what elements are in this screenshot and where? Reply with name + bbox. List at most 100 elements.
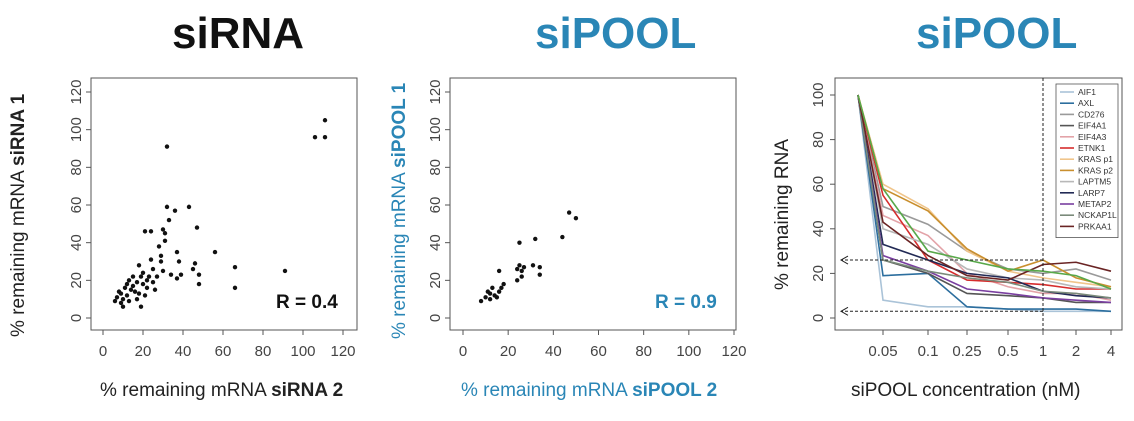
legend-label: AIF1	[1078, 87, 1096, 97]
legend-box	[1055, 83, 1119, 239]
scatter-point	[515, 266, 520, 272]
scatter-point	[126, 278, 132, 283]
scatter-point	[186, 204, 192, 210]
scatter-point	[232, 264, 238, 270]
scatter-point	[160, 227, 166, 232]
y-tick-label: 40	[427, 234, 444, 251]
y-tick-label: 120	[68, 79, 85, 104]
legend-label: CD276	[1078, 109, 1105, 119]
line-chart-concentration: 0 20 40 60 80 100 0.05 0.1 0.25 0.5 1 2 4 AIF1AXLCD27…	[810, 77, 1123, 360]
legend-label: KRAS p1	[1078, 154, 1113, 164]
y-tick-label: 80	[68, 159, 85, 176]
scatter-point	[494, 295, 500, 300]
y-tick-label: 40	[810, 220, 827, 237]
scatter-point	[499, 285, 504, 291]
x-tick-label: 0	[99, 343, 107, 360]
correlation-label: R = 0.4	[276, 292, 338, 313]
scatter-point	[122, 285, 128, 291]
correlation-label: R = 0.9	[655, 292, 717, 313]
x-tick-label: 0.1	[918, 343, 939, 360]
scatter-point	[144, 278, 150, 283]
scatter-point	[142, 293, 148, 298]
y-tick-label: 80	[427, 159, 444, 176]
x-tick-label: 80	[255, 343, 272, 360]
x-axis-label-concentration-text: siPOOL concentration (nM)	[851, 380, 1081, 401]
x-tick-label: 0.5	[998, 343, 1019, 360]
x-axis-label-sipool: % remaining mRNA siPOOL 2	[461, 380, 717, 402]
scatter-point	[517, 240, 522, 245]
x-tick-label: 20	[500, 343, 517, 360]
series-line	[857, 94, 1112, 281]
x-tick-label: 0.05	[868, 343, 897, 360]
series-line	[857, 94, 1112, 304]
scatter-point	[573, 215, 579, 221]
y-tick-label: 60	[427, 197, 444, 214]
scatter-point	[148, 257, 154, 262]
scatter-point	[537, 264, 542, 270]
scatter-point	[146, 274, 152, 279]
scatter-point	[478, 298, 484, 304]
x-tick-label: 120	[330, 343, 355, 360]
scatter-point	[148, 229, 154, 234]
scatter-point	[496, 268, 502, 274]
scatter-point	[196, 281, 202, 287]
series-line	[857, 94, 1112, 313]
x-axis-label-sipool-prefix: % remaining mRNA	[461, 380, 633, 401]
y-tick-label: 20	[810, 265, 827, 282]
scatter-point	[158, 259, 164, 264]
scatter-point	[140, 281, 146, 287]
scatter-point	[312, 135, 318, 140]
scatter-point	[282, 268, 288, 274]
scatter-point	[162, 238, 168, 243]
title-sipool-scatter: siPOOL	[535, 9, 697, 58]
x-tick-label: 100	[290, 343, 315, 360]
scatter-point	[114, 295, 120, 300]
legend-label: KRAS p2	[1078, 165, 1113, 175]
legend-label: LAPTM5	[1078, 177, 1111, 187]
scatter-point	[487, 291, 493, 296]
legend-label: NCKAP1L	[1078, 210, 1117, 220]
scatter-point	[134, 296, 140, 302]
y-tick-label: 100	[810, 82, 827, 107]
scatter-point	[138, 304, 144, 309]
x-tick-label: 40	[175, 343, 192, 360]
legend-label: ETNK1	[1078, 143, 1106, 153]
series-line	[857, 94, 1112, 288]
scatter-point	[134, 280, 140, 285]
scatter-point	[112, 298, 118, 304]
scatter-point	[136, 263, 142, 268]
x-tick-label: 100	[676, 343, 701, 360]
scatter-point	[142, 229, 148, 234]
scatter-point	[156, 244, 162, 249]
scatter-point	[120, 296, 126, 302]
scatter-point	[174, 249, 180, 255]
legend-label: LARP7	[1078, 188, 1105, 198]
y-tick-label: 100	[68, 117, 85, 142]
scatter-point	[174, 276, 180, 281]
scatter-point	[521, 264, 527, 270]
scatter-point	[160, 268, 166, 274]
scatter-point	[128, 287, 134, 292]
scatter-point	[519, 268, 524, 274]
x-tick-label: 0	[459, 343, 467, 360]
x-tick-label: 80	[635, 343, 652, 360]
legend-label: METAP2	[1078, 199, 1112, 209]
y-tick-label: 0	[810, 314, 827, 322]
title-sipool-lines: siPOOL	[916, 9, 1078, 58]
scatter-point	[322, 135, 328, 140]
plot-frame	[449, 77, 737, 331]
x-tick-label: 20	[135, 343, 152, 360]
scatter-point	[150, 280, 156, 285]
legend-label: EIF4A3	[1078, 132, 1107, 142]
x-tick-label: 120	[721, 343, 746, 360]
scatter-point	[194, 225, 200, 230]
plot-frame	[90, 77, 358, 331]
series-line	[857, 94, 1112, 290]
scatter-point	[130, 274, 136, 279]
legend-label: AXL	[1078, 98, 1094, 108]
x-axis-label-sipool-bold: siPOOL 2	[632, 380, 718, 401]
y-tick-label: 0	[68, 314, 85, 322]
scatter-point	[154, 274, 160, 279]
scatter-point	[212, 249, 218, 255]
x-axis-label-concentration: siPOOL concentration (nM)	[851, 380, 1081, 402]
